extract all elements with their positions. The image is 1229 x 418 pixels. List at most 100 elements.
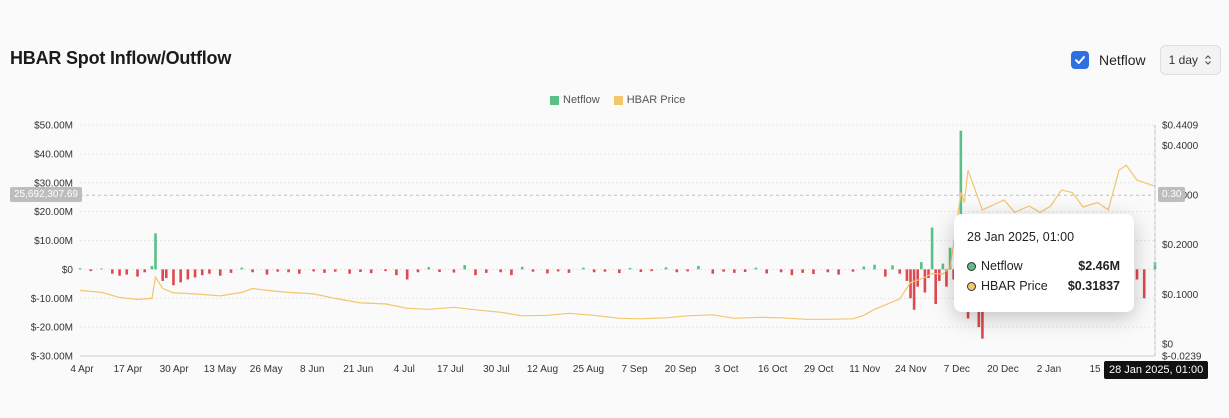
netflow-bar[interactable] [164,269,168,279]
netflow-bar[interactable] [743,269,747,272]
netflow-checkbox[interactable] [1070,51,1089,69]
netflow-bar[interactable] [582,267,585,270]
netflow-bar[interactable] [952,269,955,280]
netflow-bar[interactable] [111,269,114,274]
netflow-bar[interactable] [722,269,725,272]
netflow-bar[interactable] [920,262,923,270]
netflow-bar[interactable] [359,269,362,272]
netflow-bar[interactable] [945,269,948,287]
netflow-bar[interactable] [905,269,909,281]
netflow-bar[interactable] [208,269,211,274]
netflow-bar[interactable] [916,269,920,287]
netflow-bar[interactable] [733,269,736,273]
netflow-bar[interactable] [78,268,82,270]
netflow-bar[interactable] [934,269,937,305]
netflow-bar[interactable] [200,269,204,276]
netflow-bar[interactable] [1142,269,1146,299]
netflow-bar[interactable] [909,269,912,299]
netflow-bar[interactable] [898,269,902,274]
netflow-bar[interactable] [556,269,560,272]
netflow-bar[interactable] [923,269,927,293]
netflow-bar[interactable] [520,266,524,270]
netflow-bar[interactable] [484,269,488,273]
netflow-bar[interactable] [369,269,373,274]
netflow-bar[interactable] [312,269,315,272]
netflow-bar[interactable] [617,269,621,274]
netflow-bar[interactable] [779,269,783,273]
netflow-bar[interactable] [276,269,280,272]
netflow-bar[interactable] [323,269,326,273]
netflow-bar[interactable] [930,227,934,270]
netflow-bar[interactable] [812,269,815,274]
netflow-bar[interactable] [229,269,233,273]
interval-select[interactable]: 1 day [1159,45,1221,75]
netflow-bar[interactable] [639,269,643,272]
netflow-bar[interactable] [427,267,431,270]
netflow-bar[interactable] [884,269,887,277]
netflow-bar[interactable] [826,269,830,273]
netflow-bar[interactable] [265,269,269,275]
netflow-bar[interactable] [125,269,129,275]
netflow-bar[interactable] [172,269,175,286]
netflow-bar[interactable] [941,263,945,270]
netflow-bar[interactable] [193,269,197,278]
netflow-bar[interactable] [474,269,477,276]
netflow-bar[interactable] [438,269,441,272]
netflow-bar[interactable] [218,269,222,276]
netflow-bar[interactable] [697,265,700,270]
netflow-bar[interactable] [959,130,963,270]
netflow-bar[interactable] [240,267,244,270]
netflow-bar[interactable] [405,269,409,280]
netflow-bar[interactable] [650,269,653,272]
netflow-bar[interactable] [664,267,668,270]
netflow-bar[interactable] [416,269,420,273]
netflow-bar[interactable] [186,269,190,280]
netflow-bar[interactable] [948,247,952,270]
netflow-bar[interactable] [862,266,866,270]
netflow-bar[interactable] [546,269,549,274]
netflow-bar[interactable] [912,269,916,310]
netflow-bar[interactable] [873,264,876,270]
netflow-bar[interactable] [395,269,398,276]
netflow-bar[interactable] [765,269,769,274]
netflow-bar[interactable] [333,269,337,272]
netflow-bar[interactable] [510,269,513,276]
netflow-bar[interactable] [100,268,103,270]
netflow-bar[interactable] [499,269,502,273]
netflow-bar[interactable] [675,269,679,273]
netflow-bar[interactable] [801,269,804,273]
netflow-bar[interactable] [89,269,93,272]
netflow-bar[interactable] [790,269,794,276]
netflow-bar[interactable] [452,269,456,273]
netflow-bar[interactable] [348,269,351,274]
netflow-bar[interactable] [754,267,758,270]
netflow-bar[interactable] [118,269,121,276]
netflow-bar[interactable] [251,269,254,273]
netflow-bar[interactable] [531,269,535,272]
netflow-bar[interactable] [592,269,596,273]
netflow-bar[interactable] [463,265,466,270]
legend-item-netflow[interactable]: Netflow [550,94,600,106]
netflow-bar[interactable] [891,265,894,270]
netflow-checkbox-label[interactable]: Netflow [1098,52,1146,68]
netflow-bar[interactable] [161,269,164,281]
netflow-bar[interactable] [1135,269,1139,280]
netflow-bar[interactable] [837,269,840,275]
netflow-bar[interactable] [298,269,301,274]
netflow-bar[interactable] [384,269,387,272]
netflow-bar[interactable] [851,269,855,272]
legend-item-price[interactable]: HBAR Price [613,94,685,106]
netflow-bar[interactable] [603,269,607,272]
netflow-bar[interactable] [179,269,182,283]
netflow-bar[interactable] [287,269,290,273]
netflow-bar[interactable] [143,269,147,273]
netflow-bar[interactable] [686,269,689,272]
netflow-bar[interactable] [711,269,715,274]
netflow-bar[interactable] [150,265,154,270]
netflow-bar[interactable] [567,269,571,273]
netflow-bar[interactable] [628,267,632,270]
netflow-bar[interactable] [937,269,941,281]
netflow-bar[interactable] [154,233,157,270]
netflow-bar[interactable] [927,269,930,279]
